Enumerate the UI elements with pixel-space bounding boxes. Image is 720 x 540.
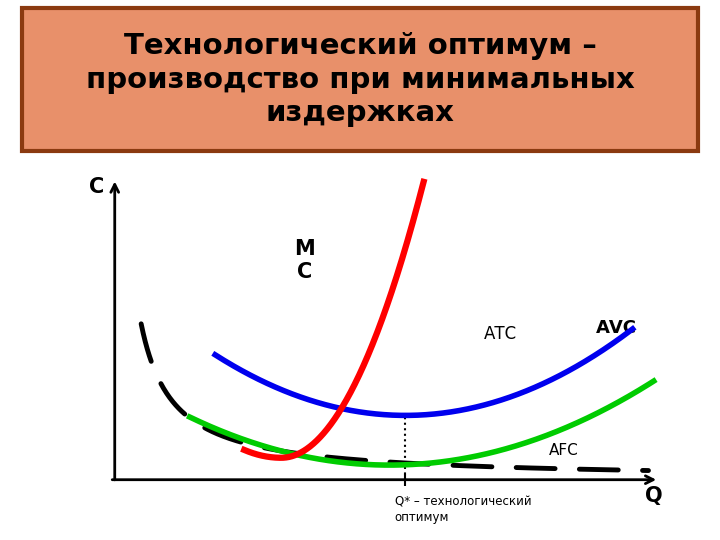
Text: Q: Q bbox=[645, 486, 662, 506]
Text: АТС: АТС bbox=[484, 325, 517, 342]
Text: Q* – технологический
оптимум: Q* – технологический оптимум bbox=[395, 496, 531, 524]
Text: С: С bbox=[89, 178, 104, 198]
Text: AFC: AFC bbox=[549, 443, 579, 458]
Text: М
С: М С bbox=[294, 239, 315, 282]
Text: АVС: АVС bbox=[596, 319, 637, 337]
FancyBboxPatch shape bbox=[22, 8, 698, 151]
Text: Технологический оптимум –
производство при минимальных
издержках: Технологический оптимум – производство п… bbox=[86, 32, 634, 127]
